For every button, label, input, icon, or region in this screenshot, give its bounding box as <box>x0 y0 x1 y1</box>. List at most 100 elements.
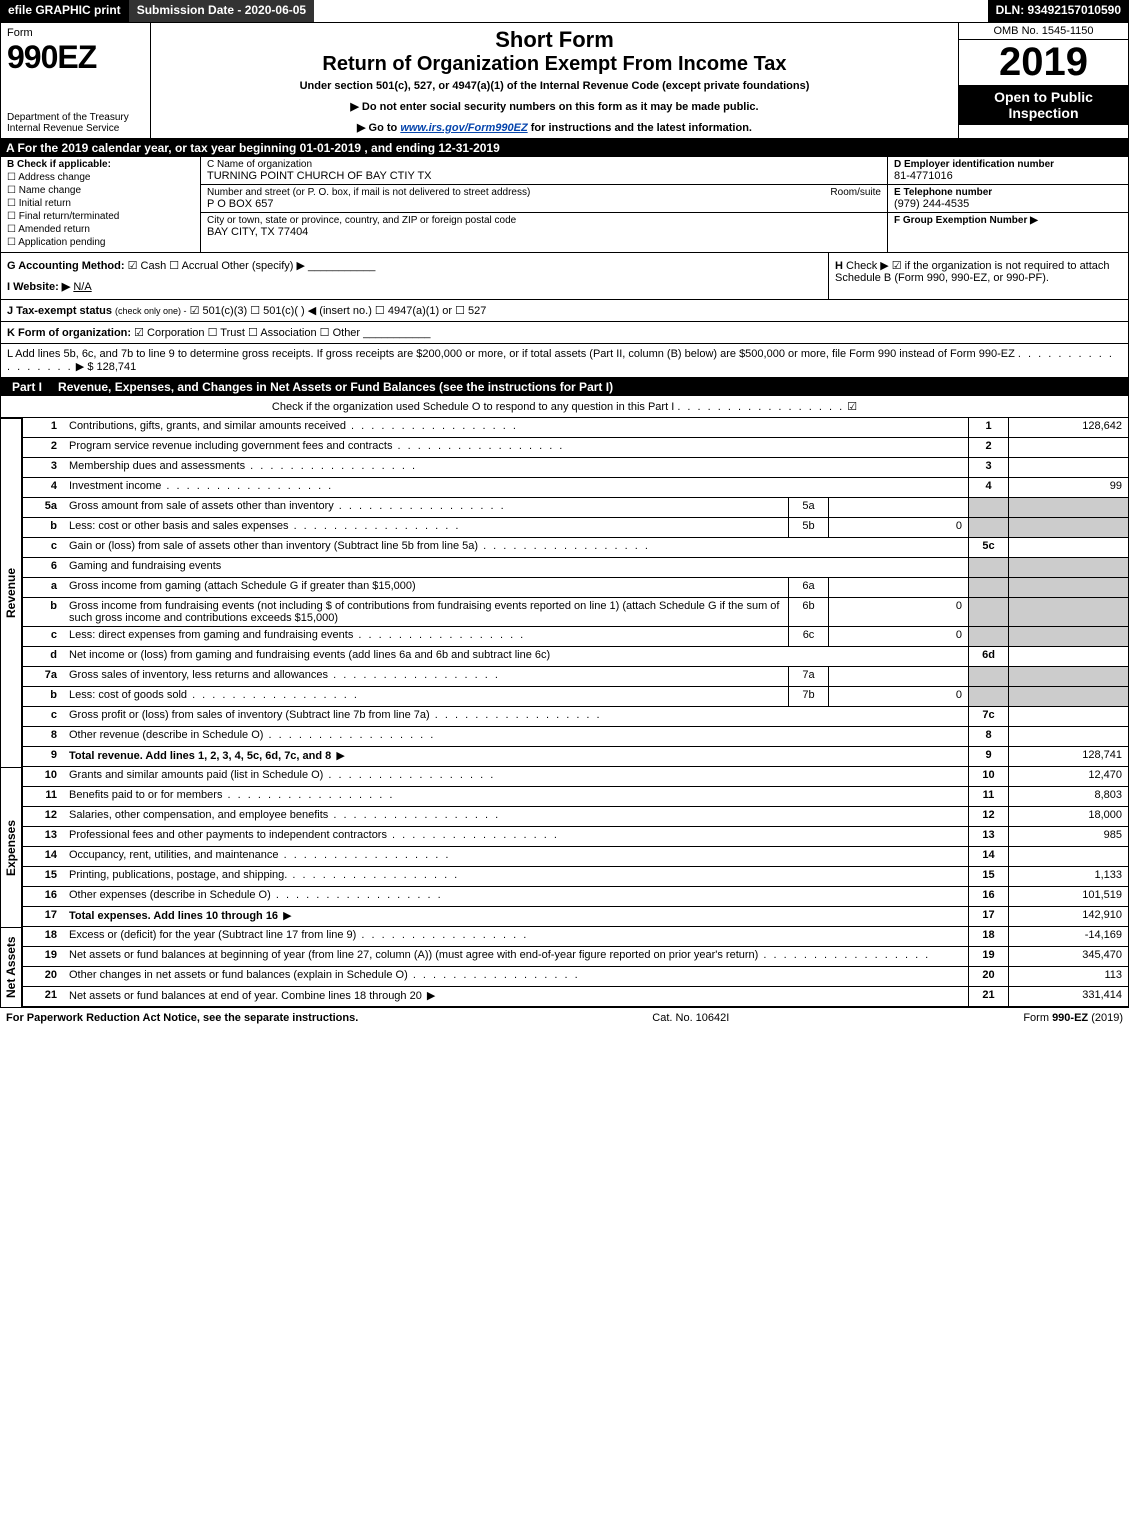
line-13: 13 Professional fees and other payments … <box>22 827 1129 847</box>
l9-rnum: 9 <box>968 747 1008 766</box>
chk-assoc[interactable]: Association <box>248 327 317 339</box>
l13-rnum: 13 <box>968 827 1008 846</box>
line-12: 12 Salaries, other compensation, and emp… <box>22 807 1129 827</box>
l5a-num: 5a <box>23 498 63 517</box>
chk-4947[interactable]: 4947(a)(1) or <box>375 305 452 317</box>
j-insert: ◀ (insert no.) <box>308 305 372 317</box>
l21-rnum: 21 <box>968 987 1008 1006</box>
l6c-greyval <box>1008 627 1128 646</box>
l-amount: $ 128,741 <box>87 361 136 373</box>
line-20: 20 Other changes in net assets or fund b… <box>22 967 1129 987</box>
l2-num: 2 <box>23 438 63 457</box>
l6a-subval <box>828 578 968 597</box>
l7a-desc: Gross sales of inventory, less returns a… <box>63 667 788 686</box>
c-city-row: City or town, state or province, country… <box>201 213 887 240</box>
chk-application-pending[interactable]: Application pending <box>7 237 194 248</box>
efile-label[interactable]: efile GRAPHIC print <box>0 0 129 22</box>
line-7b: b Less: cost of goods sold 7b 0 <box>22 687 1129 707</box>
l12-desc: Salaries, other compensation, and employ… <box>63 807 968 826</box>
l5a-grey <box>968 498 1008 517</box>
form-number: 990EZ <box>7 39 144 76</box>
l5c-val <box>1008 538 1128 557</box>
chk-accrual[interactable]: Accrual <box>169 260 218 272</box>
l8-rnum: 8 <box>968 727 1008 746</box>
block-bcdef: B Check if applicable: Address change Na… <box>0 157 1129 253</box>
line-11: 11 Benefits paid to or for members 11 8,… <box>22 787 1129 807</box>
l6-num: 6 <box>23 558 63 577</box>
part1-check-row: Check if the organization used Schedule … <box>0 396 1129 418</box>
l5c-desc: Gain or (loss) from sale of assets other… <box>63 538 968 557</box>
l1-rnum: 1 <box>968 418 1008 437</box>
l14-val <box>1008 847 1128 866</box>
l13-desc: Professional fees and other payments to … <box>63 827 968 846</box>
chk-501c[interactable]: 501(c)( ) <box>250 305 304 317</box>
line-7a: 7a Gross sales of inventory, less return… <box>22 667 1129 687</box>
chk-cash[interactable]: Cash <box>128 260 167 272</box>
revenue-body: 1 Contributions, gifts, grants, and simi… <box>22 418 1129 767</box>
e-phone: E Telephone number (979) 244-4535 <box>888 185 1128 213</box>
irs-link[interactable]: www.irs.gov/Form990EZ <box>400 122 527 134</box>
line-21: 21 Net assets or fund balances at end of… <box>22 987 1129 1007</box>
line-8: 8 Other revenue (describe in Schedule O)… <box>22 727 1129 747</box>
l16-rnum: 16 <box>968 887 1008 906</box>
l6c-desc: Less: direct expenses from gaming and fu… <box>63 627 788 646</box>
h-text: Check ▶ ☑ if the organization is not req… <box>835 260 1110 284</box>
dln: DLN: 93492157010590 <box>988 0 1129 22</box>
l9-desc: Total revenue. Add lines 1, 2, 3, 4, 5c,… <box>63 747 968 766</box>
chk-final-return[interactable]: Final return/terminated <box>7 211 194 222</box>
line-16: 16 Other expenses (describe in Schedule … <box>22 887 1129 907</box>
page-footer: For Paperwork Reduction Act Notice, see … <box>0 1007 1129 1028</box>
l15-desc: Printing, publications, postage, and shi… <box>63 867 968 886</box>
l19-num: 19 <box>23 947 63 966</box>
line-5b: b Less: cost or other basis and sales ex… <box>22 518 1129 538</box>
l8-num: 8 <box>23 727 63 746</box>
netassets-section: Net Assets 18 Excess or (deficit) for th… <box>0 927 1129 1007</box>
l6a-grey <box>968 578 1008 597</box>
l11-desc: Benefits paid to or for members <box>63 787 968 806</box>
line-17: 17 Total expenses. Add lines 10 through … <box>22 907 1129 927</box>
l7c-num: c <box>23 707 63 726</box>
l12-val: 18,000 <box>1008 807 1128 826</box>
l6c-subval: 0 <box>828 627 968 646</box>
line-3: 3 Membership dues and assessments 3 <box>22 458 1129 478</box>
l7a-greyval <box>1008 667 1128 686</box>
chk-name-change[interactable]: Name change <box>7 185 194 196</box>
chk-other[interactable]: Other <box>320 327 360 339</box>
g-other: Other (specify) ▶ <box>221 260 305 272</box>
line-5c: c Gain or (loss) from sale of assets oth… <box>22 538 1129 558</box>
l21-num: 21 <box>23 987 63 1006</box>
phone-value: (979) 244-4535 <box>894 198 969 210</box>
return-title: Return of Organization Exempt From Incom… <box>157 53 952 76</box>
l7a-sub: 7a <box>788 667 828 686</box>
line-18: 18 Excess or (deficit) for the year (Sub… <box>22 927 1129 947</box>
chk-initial-return[interactable]: Initial return <box>7 198 194 209</box>
chk-trust[interactable]: Trust <box>208 327 245 339</box>
l18-num: 18 <box>23 927 63 946</box>
l5c-num: c <box>23 538 63 557</box>
ein-value: 81-4771016 <box>894 170 953 182</box>
h-box: H Check ▶ ☑ if the organization is not r… <box>828 253 1128 299</box>
submission-date: Submission Date - 2020-06-05 <box>129 0 314 22</box>
l7a-grey <box>968 667 1008 686</box>
chk-address-change[interactable]: Address change <box>7 172 194 183</box>
l6d-val <box>1008 647 1128 666</box>
c-name-row: C Name of organization TURNING POINT CHU… <box>201 157 887 185</box>
l7b-grey <box>968 687 1008 706</box>
spacer <box>314 0 987 22</box>
chk-527[interactable]: 527 <box>455 305 486 317</box>
l17-num: 17 <box>23 907 63 926</box>
chk-amended-return[interactable]: Amended return <box>7 224 194 235</box>
chk-corp[interactable]: Corporation <box>134 327 204 339</box>
l6a-sub: 6a <box>788 578 828 597</box>
l6b-grey <box>968 598 1008 626</box>
line-1: 1 Contributions, gifts, grants, and simi… <box>22 418 1129 438</box>
l7b-sub: 7b <box>788 687 828 706</box>
short-form-title: Short Form <box>157 27 952 53</box>
l6b-sub: 6b <box>788 598 828 626</box>
l7c-rnum: 7c <box>968 707 1008 726</box>
l5a-greyval <box>1008 498 1128 517</box>
f-label: F Group Exemption Number ▶ <box>894 215 1038 226</box>
line-6b: b Gross income from fundraising events (… <box>22 598 1129 627</box>
j-label: J Tax-exempt status <box>7 305 112 317</box>
chk-501c3[interactable]: 501(c)(3) <box>190 305 248 317</box>
